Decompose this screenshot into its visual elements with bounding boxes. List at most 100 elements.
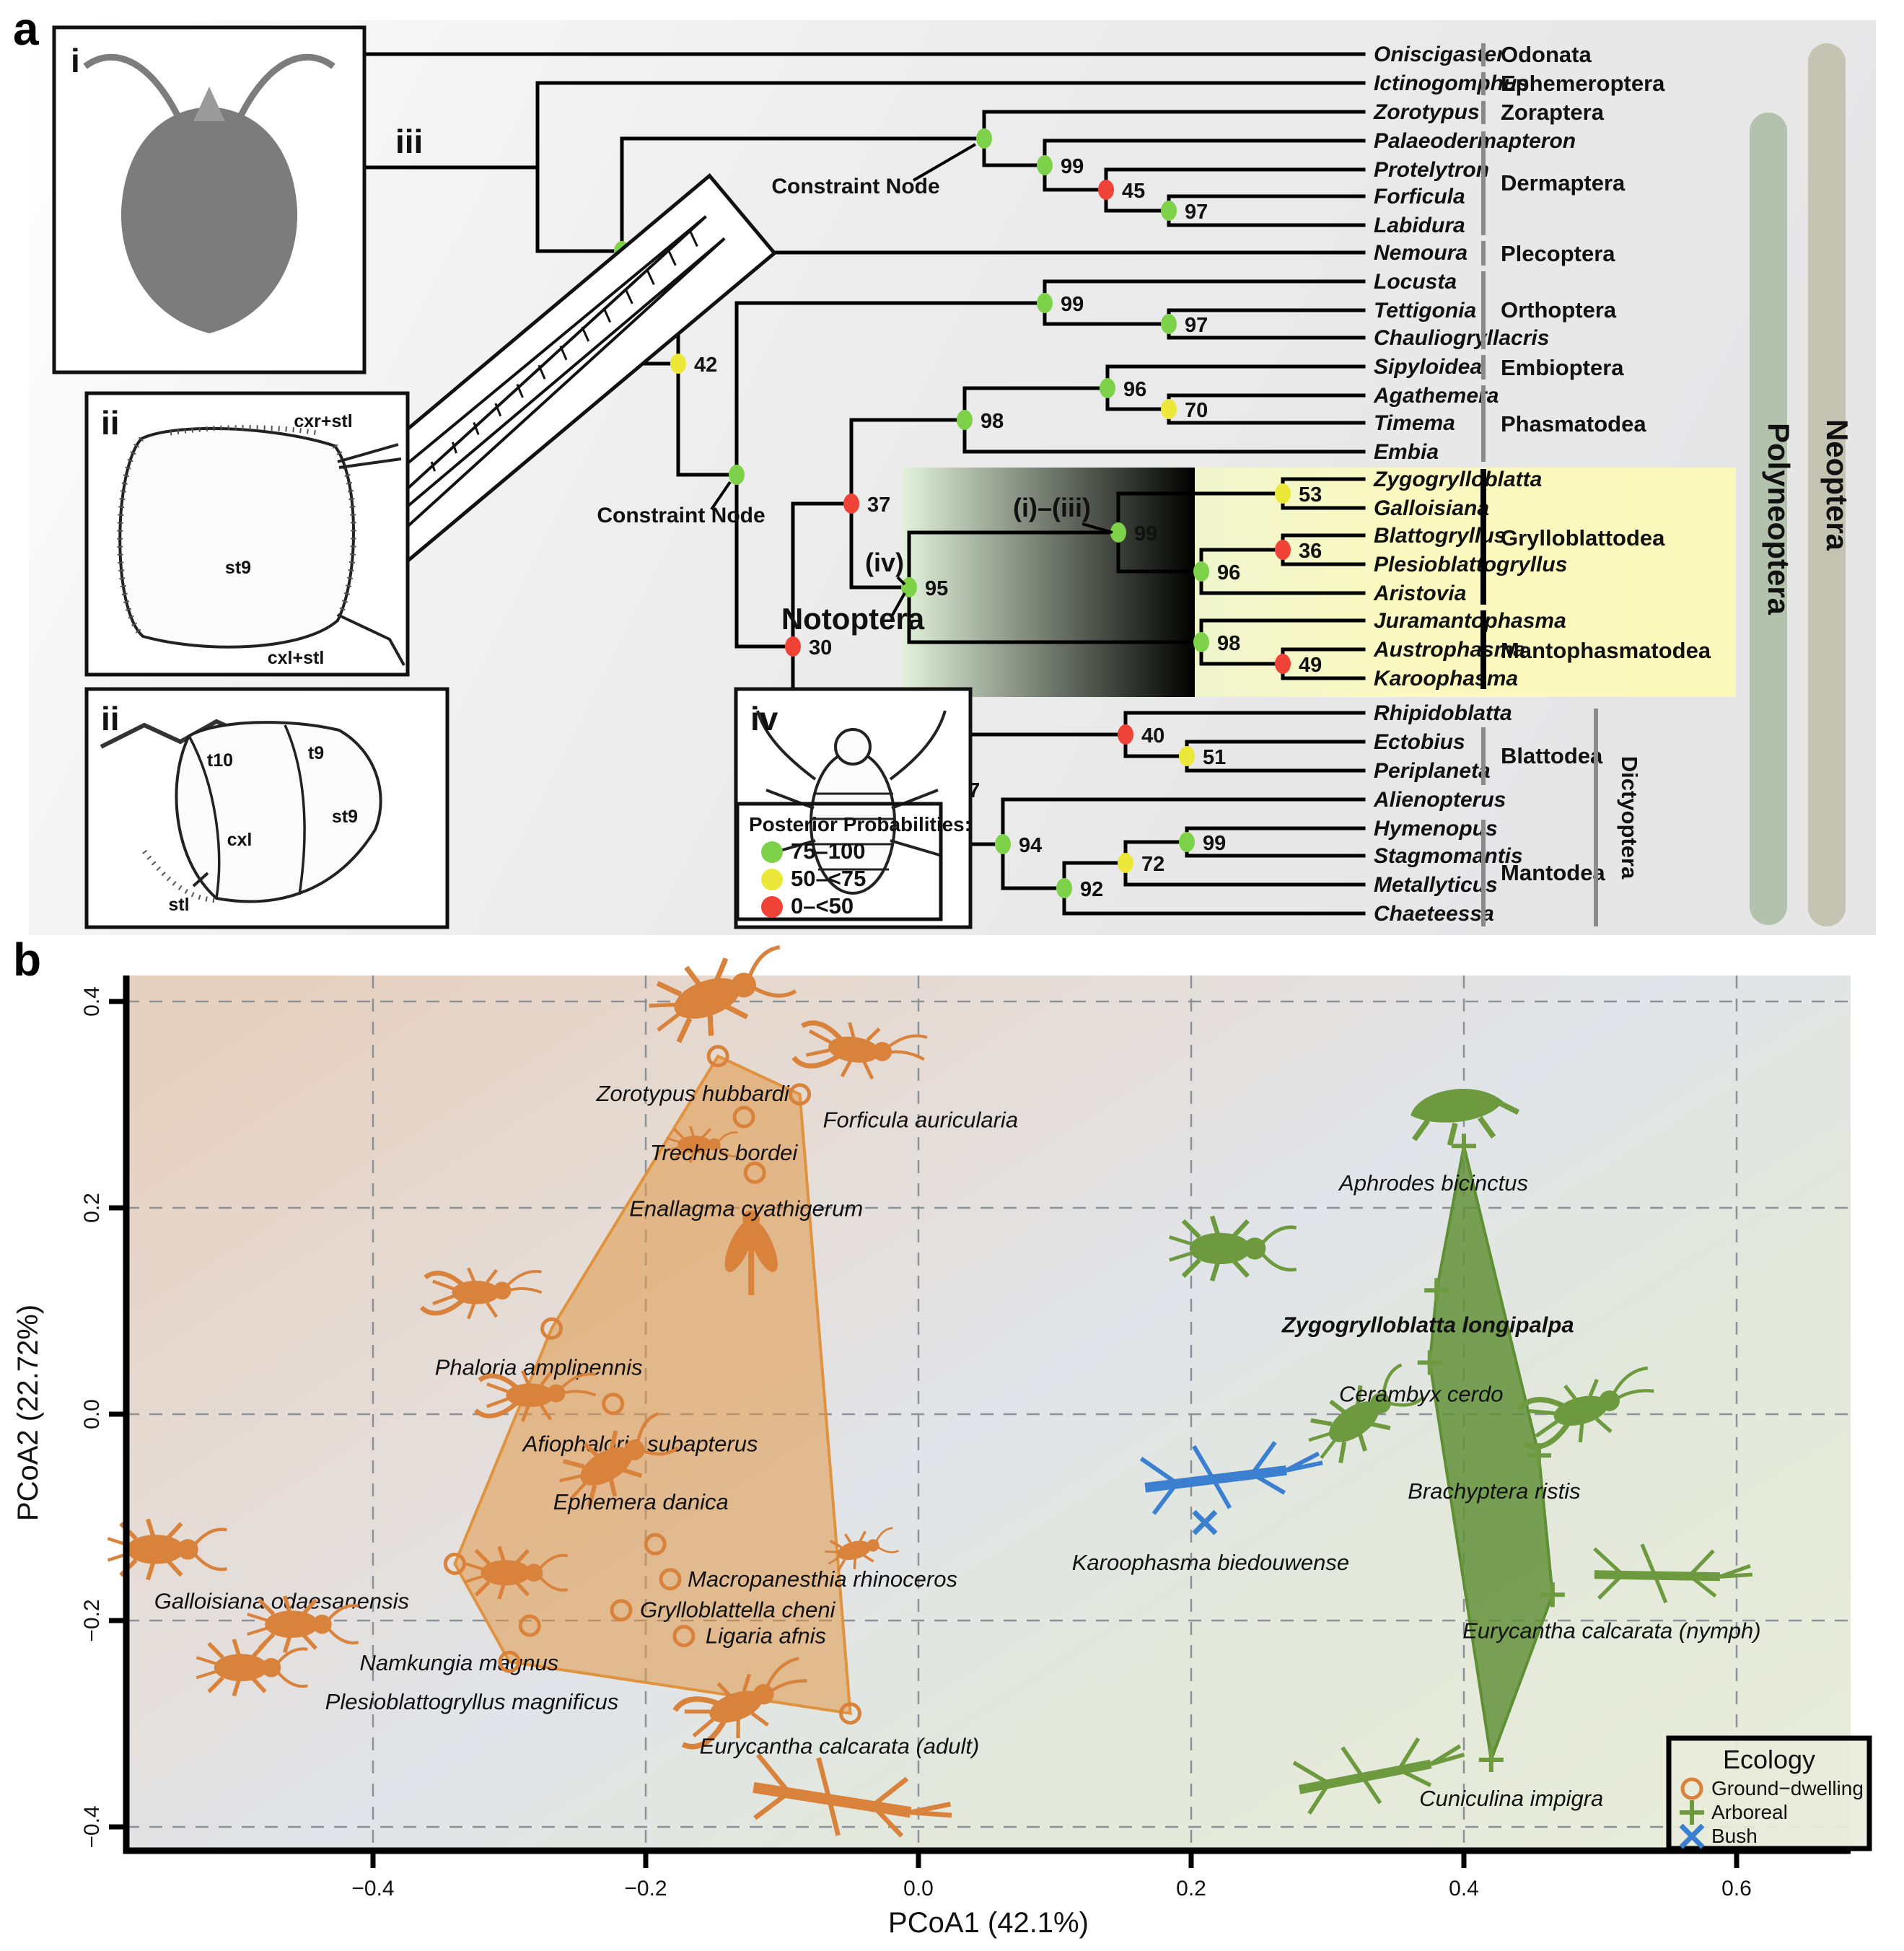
taxon-label: Locusta — [1374, 270, 1457, 294]
marker-plus — [1478, 1748, 1504, 1773]
legend-dot — [761, 869, 783, 890]
taxon-label: Periplaneta — [1374, 759, 1491, 783]
taxon-label: Timema — [1374, 411, 1455, 435]
taxon-label: Oniscigaster — [1374, 43, 1506, 66]
legend-b-item-label: Ground−dwelling — [1711, 1777, 1864, 1799]
support-value: 51 — [1203, 746, 1226, 769]
marker-circle — [540, 1317, 563, 1340]
legend-a-title: Posterior Probabilities: — [749, 813, 971, 836]
x-tick-label: 0.4 — [1449, 1877, 1479, 1900]
anatomy-label: t9 — [308, 743, 324, 763]
support-value: 72 — [1141, 853, 1164, 876]
order-label: Grylloblattodea — [1501, 525, 1665, 551]
support-node-dot — [1037, 155, 1053, 175]
order-label: Blattodea — [1501, 743, 1603, 768]
inset-ii-b-label: ii — [101, 700, 120, 737]
taxon-label: Ectobius — [1374, 730, 1465, 754]
marker-circle — [644, 1533, 667, 1556]
annotation-pointer — [890, 592, 906, 617]
anatomy-label: st9 — [332, 807, 358, 827]
marker-circle — [602, 1393, 625, 1416]
legend-a-item-label: 0–<50 — [791, 893, 854, 918]
marker-circle — [706, 1045, 729, 1068]
taxon-label: Alienopterus — [1373, 788, 1506, 812]
inset-drawings: i iii — [52, 25, 973, 929]
anatomy-label: cxl — [227, 830, 253, 850]
marker-plus — [1424, 1278, 1449, 1303]
y-tick-label: 0.4 — [80, 986, 104, 1017]
support-value: 30 — [809, 636, 832, 659]
support-value: 70 — [1185, 399, 1208, 422]
species-label: Ephemera danica — [553, 1489, 729, 1514]
marker-plus — [1540, 1582, 1565, 1608]
support-node-dot — [1193, 561, 1209, 582]
marker-circle — [443, 1552, 466, 1575]
annotation-pointer — [1082, 522, 1113, 534]
y-tick-label: −0.2 — [80, 1599, 104, 1641]
marker-plus — [1417, 1350, 1442, 1375]
order-label: Plecoptera — [1501, 241, 1615, 266]
anatomy-label: stl — [168, 895, 189, 915]
taxon-label: Palaeodermapteron — [1374, 129, 1576, 153]
species-label: Grylloblattella cheni — [640, 1597, 836, 1623]
superorder-pill-neoptera — [1808, 43, 1846, 926]
taxon-label: Hymenopus — [1374, 817, 1498, 841]
species-label: Karoophasma biedouwense — [1072, 1550, 1349, 1575]
taxon-label: Plesioblattogryllus — [1374, 553, 1567, 576]
panel-b-letter: b — [13, 934, 41, 986]
support-node-dot — [1275, 540, 1291, 560]
clade-annotation: Constraint Node — [771, 175, 939, 198]
support-node-dot — [729, 465, 745, 485]
order-label: Zoraptera — [1501, 100, 1605, 125]
species-label: Macropanesthia rhinoceros — [688, 1566, 957, 1592]
marker-circle — [672, 1624, 696, 1647]
legend-dot — [761, 896, 783, 918]
x-tick-label: −0.4 — [351, 1877, 394, 1900]
support-node-dot — [1110, 522, 1126, 543]
superorder-label: Neoptera — [1820, 419, 1854, 551]
support-value: 97 — [1185, 314, 1208, 337]
y-axis-title: PCoA2 (22.72%) — [12, 1305, 44, 1521]
marker-x — [1679, 1823, 1705, 1849]
species-label: Eurycantha calcarata (adult) — [700, 1734, 980, 1759]
species-label: Phaloria amplipennis — [435, 1354, 643, 1380]
support-node-dot — [1056, 878, 1072, 898]
taxon-label: Metallyticus — [1374, 873, 1498, 897]
clade-annotation: (i)–(iii) — [1013, 493, 1091, 522]
x-axis-title: PCoA1 (42.1%) — [888, 1907, 1089, 1939]
x-tick-label: −0.2 — [624, 1877, 667, 1900]
support-value: 95 — [925, 577, 948, 600]
taxon-label: Sipyloidea — [1374, 355, 1482, 379]
order-label: Mantophasmatodea — [1501, 638, 1711, 663]
x-tick-label: 0.6 — [1721, 1877, 1752, 1900]
support-value: 40 — [1141, 724, 1164, 747]
support-value: 98 — [1217, 632, 1240, 655]
taxon-label: Nemoura — [1374, 241, 1468, 265]
y-tick-label: 0.2 — [80, 1193, 104, 1223]
annotation-pointer — [896, 576, 906, 586]
marker-circle — [1680, 1777, 1703, 1800]
x-tick-label: 0.2 — [1176, 1877, 1206, 1900]
axes — [123, 976, 1851, 1854]
support-node-dot — [1179, 832, 1195, 852]
support-node-dot — [670, 354, 686, 374]
taxon-label: Juramantophasma — [1374, 609, 1566, 633]
clade-annotation: (iv) — [865, 548, 904, 577]
species-label: Ligaria afnis — [706, 1623, 826, 1648]
inset-iv-drawing: iv — [734, 687, 973, 929]
support-node-dot — [1118, 724, 1133, 745]
support-node-dot — [1275, 483, 1291, 504]
taxon-label: Austrophasma — [1373, 638, 1525, 662]
order-label: Odonata — [1501, 42, 1592, 67]
anatomy-label: cxr+stl — [294, 411, 352, 431]
inset-i-label: i — [71, 42, 80, 79]
support-value: 97 — [1185, 201, 1208, 224]
marker-plus — [1680, 1800, 1704, 1825]
species-label: Cerambyx cerdo — [1339, 1382, 1503, 1407]
legend-a-item-label: 50–<75 — [791, 866, 866, 891]
support-value: 99 — [1061, 155, 1084, 178]
marker-circle — [659, 1568, 682, 1591]
